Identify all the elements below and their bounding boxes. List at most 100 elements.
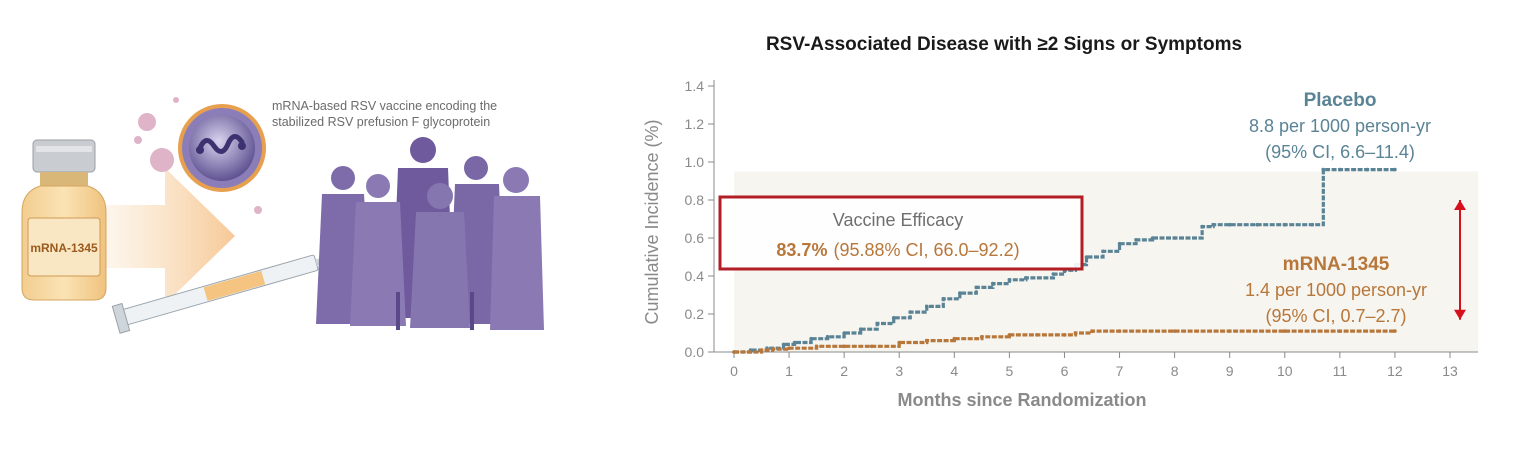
illustration-graphic: mRNA-1345 <box>21 97 544 334</box>
placebo-point <box>974 285 979 290</box>
placebo-point <box>875 321 879 326</box>
vaccine-point <box>869 344 874 349</box>
x-tick-label: 3 <box>895 363 903 379</box>
efficacy-title: Vaccine Efficacy <box>833 210 963 230</box>
placebo-point <box>1172 236 1177 240</box>
vaccine-point <box>1007 333 1012 337</box>
vaccine-label: mRNA-1345 <box>1283 254 1390 275</box>
efficacy-arrow-head-down <box>1454 309 1466 320</box>
x-tick-label: 5 <box>1005 363 1013 379</box>
placebo-point <box>1338 167 1342 172</box>
placebo-point <box>825 335 830 339</box>
y-tick-label: 1.2 <box>685 116 705 132</box>
x-tick-label: 2 <box>840 363 848 379</box>
y-tick-label: 1.4 <box>685 78 705 94</box>
placebo-point <box>1117 241 1122 246</box>
vaccine-point <box>1062 333 1067 337</box>
y-tick-label: 1.0 <box>685 154 705 170</box>
efficacy-ci: (95.88% CI, 66.0–92.2) <box>833 240 1019 260</box>
x-axis-label: Months since Randomization <box>897 390 1146 410</box>
vaccine-point <box>1282 329 1287 333</box>
vial-label: mRNA-1345 <box>30 241 98 255</box>
placebo-point <box>924 304 929 309</box>
placebo-ci: (95% CI, 6.6–11.4) <box>1265 142 1415 162</box>
placebo-point <box>1200 224 1204 229</box>
efficacy-box <box>718 195 1084 271</box>
vaccine-point <box>1172 329 1177 333</box>
x-tick-label: 1 <box>785 363 793 379</box>
placebo-point <box>1393 167 1397 172</box>
placebo-point <box>1007 278 1012 282</box>
x-tick-label: 9 <box>1226 363 1234 379</box>
x-tick-label: 6 <box>1061 363 1069 379</box>
vaccine-point <box>924 338 929 343</box>
vaccine-rate: 1.4 per 1000 person-yr <box>1245 280 1427 300</box>
incidence-chart: RSV-Associated Disease with ≥2 Signs or … <box>600 0 1518 444</box>
labels-layer: Placebo 8.8 per 1000 person-yr (95% CI, 6.… <box>718 90 1466 326</box>
people-group-icon <box>316 137 544 330</box>
y-tick-label: 0.6 <box>685 230 705 246</box>
x-tick-label: 7 <box>1116 363 1124 379</box>
vaccine-point <box>759 348 764 352</box>
placebo-point <box>1321 167 1326 172</box>
vaccine-point <box>814 344 819 349</box>
placebo-point <box>991 281 995 286</box>
vaccine-point <box>770 347 775 351</box>
placebo-point <box>958 291 962 295</box>
placebo-point <box>941 297 946 301</box>
vaccine-point <box>1117 329 1122 333</box>
vaccine-ci: (95% CI, 0.7–2.7) <box>1265 306 1406 326</box>
placebo-point <box>1084 255 1089 259</box>
x-tick-label: 13 <box>1442 363 1458 379</box>
placebo-point <box>842 331 846 335</box>
placebo-label: Placebo <box>1304 90 1377 111</box>
caption-line-1: mRNA-based RSV vaccine encoding the <box>272 99 498 113</box>
vaccine-point <box>1035 333 1039 337</box>
y-axis-label: Cumulative Incidence (%) <box>642 119 662 324</box>
y-tick-label: 0.8 <box>685 192 705 208</box>
placebo-point <box>809 336 813 341</box>
vaccine-point <box>1393 329 1397 333</box>
vaccine-point <box>980 335 984 339</box>
vial-icon <box>21 139 107 301</box>
illustration-caption: mRNA-based RSV vaccine encoding the stab… <box>272 98 572 130</box>
caption-line-2: stabilized RSV prefusion F glycoprotein <box>272 115 491 129</box>
vaccine-point <box>952 336 957 341</box>
vaccine-point <box>1338 329 1342 333</box>
y-tick-label: 0.2 <box>685 306 705 322</box>
placebo-point <box>1024 276 1028 280</box>
placebo-point <box>792 340 797 345</box>
x-tick-label: 11 <box>1333 363 1348 379</box>
placebo-point <box>891 316 896 320</box>
vaccine-point <box>732 350 736 354</box>
placebo-point <box>1365 167 1370 172</box>
rsv-virus-icon <box>178 104 266 192</box>
vaccine-point <box>1090 329 1094 333</box>
placebo-point <box>1211 222 1215 227</box>
placebo-point <box>1134 238 1138 242</box>
axes: 0.00.20.40.60.81.01.21.40 1 2 3 4 5 6 7 8 9 10 11 12… <box>685 78 1478 379</box>
x-tick-label: 4 <box>950 363 958 379</box>
placebo-point <box>1310 222 1315 227</box>
efficacy-value: 83.7% <box>776 240 827 260</box>
efficacy-arrow-head-up <box>1454 200 1466 210</box>
placebo-point <box>1150 236 1155 240</box>
arrow-icon <box>100 168 235 304</box>
placebo-point <box>1051 272 1056 276</box>
vaccine-point <box>1227 329 1232 333</box>
x-tick-label: 8 <box>1171 363 1179 379</box>
vaccine-point <box>842 344 846 349</box>
placebo-point <box>1101 249 1105 254</box>
x-tick-label: 10 <box>1277 363 1293 379</box>
vaccine-illustration: mRNA-1345 <box>0 0 600 444</box>
chart-svg: RSV-Associated Disease with ≥2 Signs or … <box>642 34 1478 410</box>
placebo-point <box>1255 222 1260 227</box>
y-tick-label: 0.0 <box>685 344 705 360</box>
placebo-point <box>1227 222 1232 227</box>
vaccine-point <box>787 346 791 351</box>
placebo-point <box>1282 222 1287 227</box>
series-layer <box>732 167 1397 354</box>
chart-title: RSV-Associated Disease with ≥2 Signs or … <box>766 34 1242 55</box>
x-tick-label: 0 <box>730 363 738 379</box>
